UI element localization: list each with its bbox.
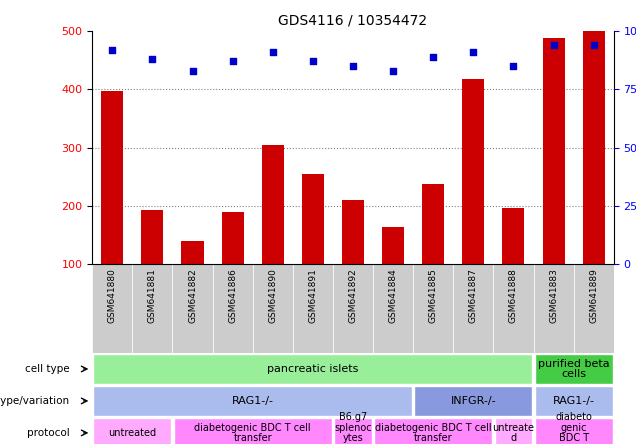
Text: diabetogenic BDC T cell
transfer: diabetogenic BDC T cell transfer [195, 423, 311, 443]
Bar [462, 79, 485, 264]
Text: genotype/variation: genotype/variation [0, 396, 70, 406]
Text: RAG1-/-: RAG1-/- [232, 396, 273, 406]
Bar [333, 264, 373, 353]
Point [388, 67, 398, 74]
Point [228, 58, 238, 65]
Title: GDS4116 / 10354472: GDS4116 / 10354472 [279, 13, 427, 27]
Bar [382, 227, 404, 264]
Point [428, 53, 438, 60]
Point [188, 67, 198, 74]
Point [308, 58, 318, 65]
Bar [92, 264, 132, 353]
Bar [132, 264, 172, 353]
Bar [495, 418, 532, 444]
Text: GSM641882: GSM641882 [188, 269, 197, 323]
Text: purified beta
cells: purified beta cells [538, 359, 609, 379]
Text: untreated: untreated [108, 428, 156, 438]
Bar [494, 264, 534, 353]
Text: GSM641880: GSM641880 [107, 269, 117, 324]
Text: INFGR-/-: INFGR-/- [450, 396, 496, 406]
Bar [101, 91, 123, 264]
Point [107, 46, 118, 53]
Bar [174, 418, 332, 444]
Bar [302, 174, 324, 264]
Point [548, 42, 558, 49]
Bar [93, 386, 412, 416]
Bar [342, 200, 364, 264]
Point [148, 56, 158, 63]
Bar [252, 264, 293, 353]
Bar [422, 184, 445, 264]
Text: RAG1-/-: RAG1-/- [553, 396, 595, 406]
Text: GSM641881: GSM641881 [148, 269, 157, 324]
Text: GSM641889: GSM641889 [589, 269, 598, 324]
Bar [93, 418, 171, 444]
Text: GSM641890: GSM641890 [268, 269, 277, 324]
Bar [535, 386, 612, 416]
Bar [535, 354, 612, 384]
Text: GSM641891: GSM641891 [308, 269, 317, 324]
Bar [583, 31, 605, 264]
Text: GSM641892: GSM641892 [349, 269, 357, 323]
Bar [212, 264, 252, 353]
Bar [534, 264, 574, 353]
Bar [181, 241, 204, 264]
Point [348, 63, 358, 70]
Point [468, 48, 478, 56]
Bar [413, 264, 453, 353]
Text: GSM641884: GSM641884 [389, 269, 398, 323]
Point [268, 48, 278, 56]
Bar [535, 418, 612, 444]
Text: GSM641885: GSM641885 [429, 269, 438, 324]
Bar [373, 264, 413, 353]
Text: GSM641883: GSM641883 [549, 269, 558, 324]
Text: B6.g7
splenoc
ytes
transfer: B6.g7 splenoc ytes transfer [334, 412, 372, 444]
Bar [502, 208, 525, 264]
Text: protocol: protocol [27, 428, 70, 438]
Bar [543, 38, 565, 264]
Point [588, 42, 598, 49]
Text: untreate
d: untreate d [492, 423, 534, 443]
Text: pancreatic islets: pancreatic islets [267, 364, 359, 374]
Text: GSM641887: GSM641887 [469, 269, 478, 324]
Point [508, 63, 518, 70]
Text: diabetogenic BDC T cell
transfer: diabetogenic BDC T cell transfer [375, 423, 492, 443]
Bar [93, 354, 532, 384]
Bar [172, 264, 212, 353]
Bar [453, 264, 494, 353]
Text: GSM641888: GSM641888 [509, 269, 518, 324]
Bar [415, 386, 532, 416]
Text: diabeto
genic
BDC T
cell trans: diabeto genic BDC T cell trans [551, 412, 596, 444]
Bar [262, 145, 284, 264]
Bar [334, 418, 372, 444]
Bar [374, 418, 492, 444]
Text: cell type: cell type [25, 364, 70, 374]
Bar [221, 212, 244, 264]
Bar [574, 264, 614, 353]
Text: GSM641886: GSM641886 [228, 269, 237, 324]
Bar [141, 210, 163, 264]
Bar [293, 264, 333, 353]
